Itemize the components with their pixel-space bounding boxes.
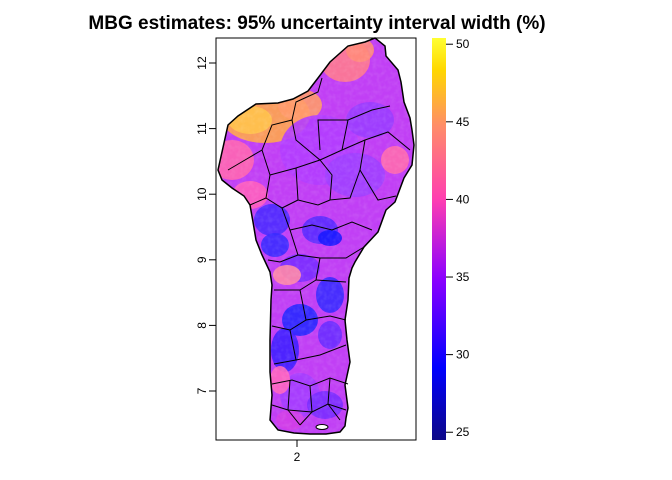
y-tick-label: 8	[195, 322, 209, 329]
admin-boundary-line	[249, 149, 271, 206]
legend-tick-label: 50	[456, 37, 470, 51]
uncertainty-surface	[218, 38, 414, 434]
y-axis: 7 8 9 10 11 12	[195, 56, 217, 394]
admin-boundary-line	[317, 119, 348, 151]
y-tick-label: 10	[195, 187, 209, 201]
y-tick-label: 12	[195, 56, 209, 70]
legend-tick-label: 35	[456, 270, 470, 284]
legend-tick-label: 30	[456, 348, 470, 362]
x-tick-label: 2	[294, 450, 301, 464]
admin-boundary-line	[271, 403, 347, 413]
admin-boundary-line	[281, 207, 373, 231]
admin-boundary-line	[271, 289, 307, 331]
legend-colorbar	[432, 38, 446, 440]
admin-boundary-line	[295, 167, 331, 206]
legend-ticks: 25 30 35 40 45 50	[446, 37, 470, 439]
map-title: MBG estimates: 95% uncertainty interval …	[88, 13, 545, 34]
admin-boundary-line	[341, 105, 391, 151]
admin-boundary-line	[267, 254, 299, 263]
legend-tick-label: 25	[456, 425, 470, 439]
admin-boundary-line	[315, 279, 347, 283]
admin-boundary-line	[274, 257, 321, 291]
legend-tick-label: 40	[456, 192, 470, 206]
y-tick-label: 7	[195, 387, 209, 394]
admin-boundary-line	[291, 77, 323, 121]
admin-boundary-line	[227, 119, 411, 171]
lagoon-shape	[315, 424, 329, 430]
admin-boundary-line	[359, 139, 397, 201]
y-tick-label: 11	[195, 122, 209, 135]
x-axis: 2	[294, 440, 301, 464]
admin-boundary-line	[305, 315, 347, 321]
surface-texture	[218, 38, 414, 434]
legend-tick-label: 45	[456, 115, 470, 129]
color-legend: 25 30 35 40 45 50	[432, 37, 470, 440]
admin-boundary-line	[295, 344, 347, 361]
admin-boundaries	[217, 37, 415, 435]
y-tick-label: 9	[195, 256, 209, 263]
country-outline	[217, 37, 415, 435]
